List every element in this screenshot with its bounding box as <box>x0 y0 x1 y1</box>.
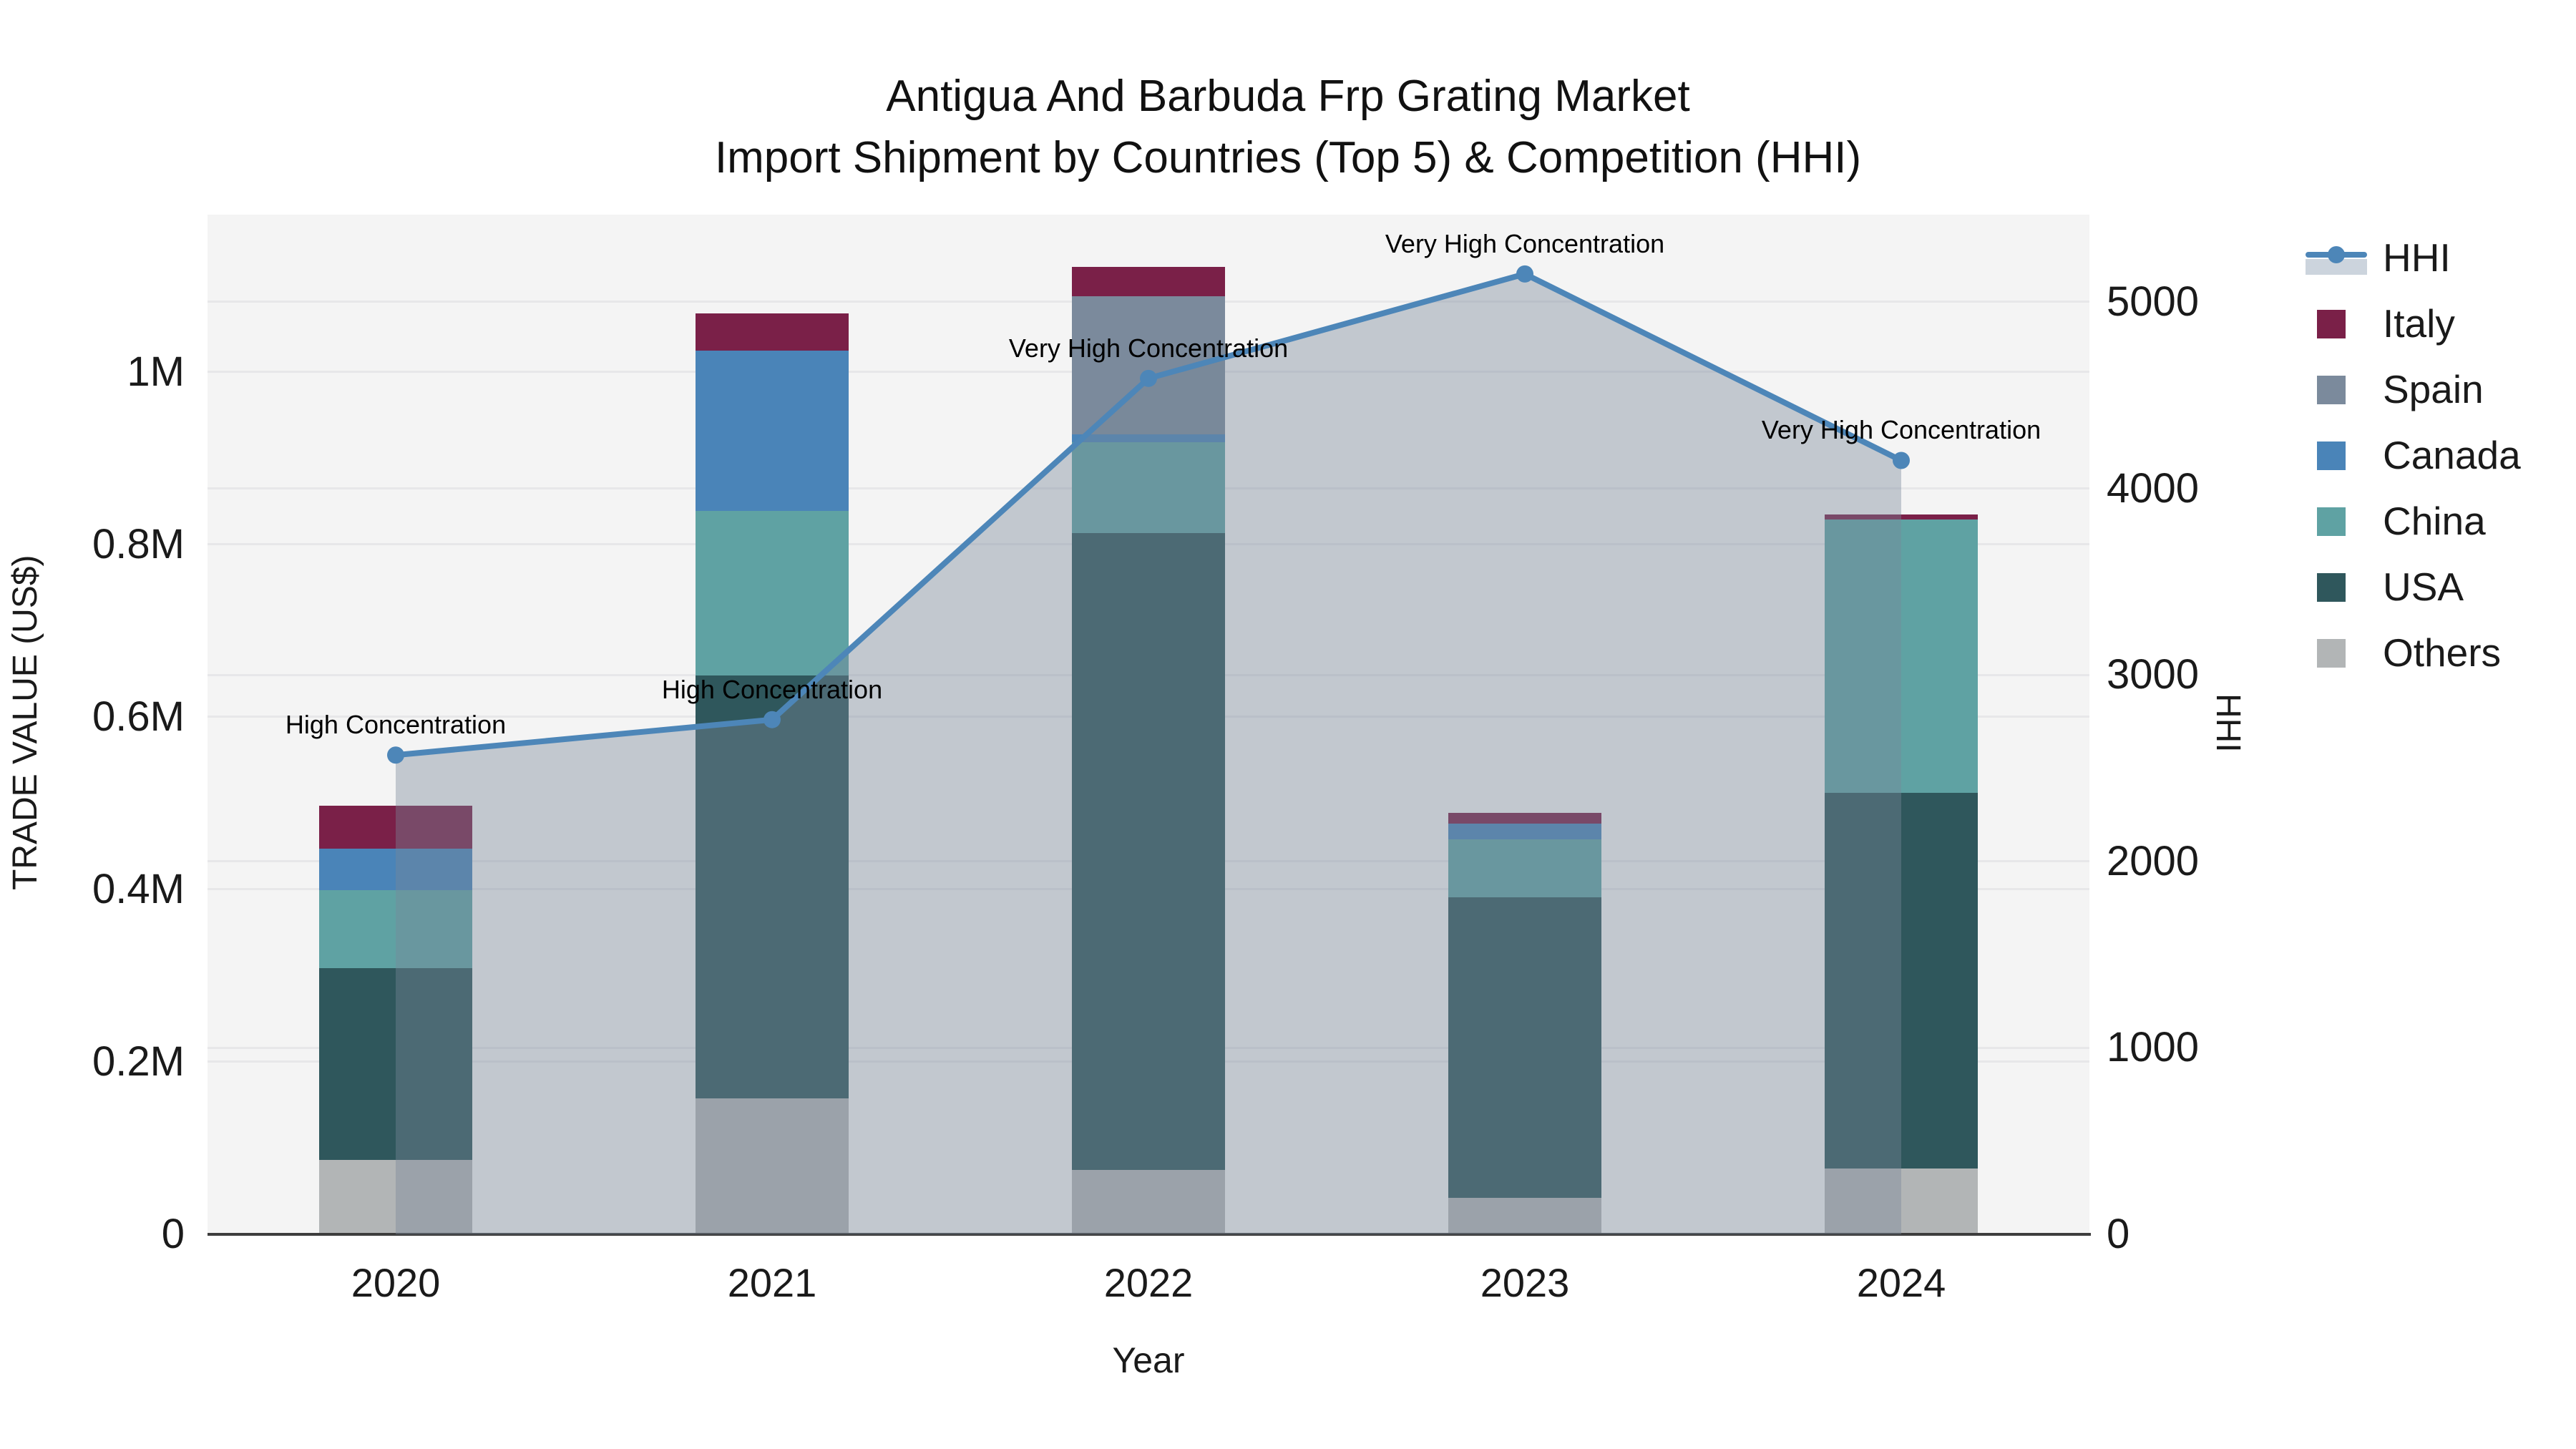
bar-segment-canada-2022 <box>1072 434 1225 442</box>
x-tick-2024: 2024 <box>1856 1260 1946 1305</box>
y-left-tick-1M: 1M <box>127 348 185 395</box>
legend-color-swatch <box>2317 310 2346 338</box>
bar-segment-others-2024 <box>1825 1169 1978 1234</box>
hhi-line-legend-icon <box>2306 238 2367 278</box>
bar-segment-italy-2022 <box>1072 266 1225 296</box>
y-left-tick-0.4M: 0.4M <box>92 865 185 912</box>
chart-title: Antigua And Barbuda Frp Grating Market I… <box>0 66 2576 189</box>
y-left-tick-0.6M: 0.6M <box>92 693 185 740</box>
legend-color-swatch <box>2317 376 2346 404</box>
x-tick-2022: 2022 <box>1103 1260 1194 1305</box>
bar-segment-usa-2022 <box>1072 533 1225 1170</box>
annotation-2020: High Concentration <box>285 710 507 740</box>
annotation-2023: Very High Concentration <box>1385 228 1665 258</box>
legend: HHI Italy Spain Canada China USA Others <box>2306 225 2521 686</box>
italy-swatch-icon <box>2306 303 2367 343</box>
canada-swatch-icon <box>2306 435 2367 475</box>
legend-item-hhi[interactable]: HHI <box>2306 225 2521 291</box>
legend-item-usa[interactable]: USA <box>2306 554 2521 620</box>
bar-segment-italy-2024 <box>1825 514 1978 519</box>
bar-segment-china-2021 <box>696 510 849 676</box>
bar-segment-canada-2021 <box>696 350 849 511</box>
chart-title-line1: Antigua And Barbuda Frp Grating Market <box>886 72 1690 121</box>
legend-color-swatch <box>2317 639 2346 668</box>
legend-item-others[interactable]: Others <box>2306 620 2521 686</box>
y-left-tick-0.2M: 0.2M <box>92 1038 185 1085</box>
x-axis-line <box>208 1233 2091 1236</box>
legend-label-others: Others <box>2383 630 2502 675</box>
hhi-marker-dot-icon <box>2328 246 2345 263</box>
legend-label-spain: Spain <box>2383 367 2484 411</box>
y-right-tick-4000: 4000 <box>2107 464 2200 512</box>
x-tick-2020: 2020 <box>351 1260 441 1305</box>
y-right-tick-0: 0 <box>2107 1211 2130 1257</box>
annotation-2021: High Concentration <box>661 674 883 704</box>
legend-color-swatch <box>2317 573 2346 602</box>
spain-swatch-icon <box>2306 369 2367 409</box>
legend-label-china: China <box>2383 499 2486 543</box>
x-tick-2023: 2023 <box>1480 1260 1570 1305</box>
chart-title-line2: Import Shipment by Countries (Top 5) & C… <box>714 133 1862 182</box>
legend-item-china[interactable]: China <box>2306 488 2521 554</box>
bar-segment-canada-2020 <box>319 849 472 891</box>
y-right-tick-3000: 3000 <box>2107 651 2200 698</box>
legend-color-swatch <box>2317 441 2346 470</box>
y-left-tick-0: 0 <box>161 1211 185 1257</box>
annotation-2022: Very High Concentration <box>1008 333 1289 363</box>
bar-segment-others-2020 <box>319 1160 472 1234</box>
x-axis-title: Year <box>1112 1340 1185 1380</box>
others-swatch-icon <box>2306 633 2367 673</box>
bar-segment-italy-2021 <box>696 313 849 351</box>
y-right-tick-5000: 5000 <box>2107 278 2200 325</box>
y-right-tick-2000: 2000 <box>2107 837 2200 884</box>
legend-label-usa: USA <box>2383 565 2464 609</box>
y-axis-right-title: HHI <box>2209 693 2247 753</box>
bar-segment-others-2023 <box>1448 1198 1601 1234</box>
y-right-tick-1000: 1000 <box>2107 1024 2200 1071</box>
bar-segment-china-2022 <box>1072 441 1225 534</box>
usa-swatch-icon <box>2306 567 2367 607</box>
legend-item-spain[interactable]: Spain <box>2306 356 2521 422</box>
legend-label-canada: Canada <box>2383 433 2521 477</box>
bar-segment-spain-2022 <box>1072 296 1225 434</box>
china-swatch-icon <box>2306 501 2367 541</box>
bar-segment-usa-2024 <box>1825 793 1978 1169</box>
bar-segment-others-2021 <box>696 1098 849 1234</box>
legend-item-italy[interactable]: Italy <box>2306 291 2521 356</box>
bar-segment-china-2020 <box>319 890 472 968</box>
bar-segment-canada-2023 <box>1448 824 1601 840</box>
x-tick-2021: 2021 <box>727 1260 817 1305</box>
legend-item-canada[interactable]: Canada <box>2306 422 2521 488</box>
annotation-2024: Very High Concentration <box>1761 415 2041 445</box>
legend-label-italy: Italy <box>2383 301 2455 346</box>
bar-segment-italy-2023 <box>1448 812 1601 824</box>
bar-segment-usa-2020 <box>319 967 472 1161</box>
bar-segment-china-2023 <box>1448 839 1601 897</box>
y-axis-left-title: TRADE VALUE (US$) <box>6 555 44 891</box>
bar-segment-italy-2020 <box>319 806 472 849</box>
bar-segment-usa-2023 <box>1448 897 1601 1199</box>
hhi-fill-band-icon <box>2306 259 2367 275</box>
bar-segment-usa-2021 <box>696 675 849 1098</box>
legend-color-swatch <box>2317 507 2346 536</box>
bar-segment-china-2024 <box>1825 519 1978 793</box>
legend-label-hhi: HHI <box>2383 235 2451 280</box>
bar-segment-others-2022 <box>1072 1169 1225 1234</box>
y-left-tick-0.8M: 0.8M <box>92 520 185 567</box>
